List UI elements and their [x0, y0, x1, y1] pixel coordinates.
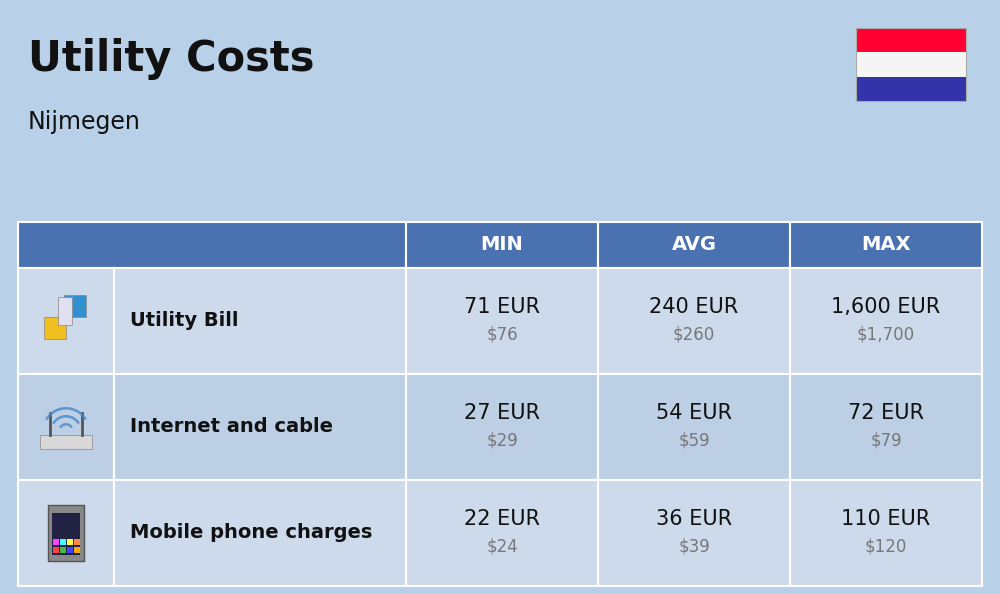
- Text: 22 EUR: 22 EUR: [464, 509, 540, 529]
- Text: $29: $29: [486, 432, 518, 450]
- Text: MAX: MAX: [861, 235, 911, 254]
- Bar: [114, 480, 406, 586]
- Text: MIN: MIN: [481, 235, 523, 254]
- Wedge shape: [45, 407, 87, 420]
- Bar: [598, 480, 790, 586]
- Text: 1,600 EUR: 1,600 EUR: [831, 297, 941, 317]
- Text: Utility Costs: Utility Costs: [28, 38, 314, 80]
- Text: $24: $24: [486, 538, 518, 556]
- Bar: [856, 28, 966, 52]
- Bar: [48, 505, 84, 561]
- Bar: [53, 547, 59, 553]
- Text: 110 EUR: 110 EUR: [841, 509, 931, 529]
- Text: 54 EUR: 54 EUR: [656, 403, 732, 423]
- Bar: [18, 268, 114, 374]
- Text: AVG: AVG: [672, 235, 716, 254]
- Bar: [790, 268, 982, 374]
- Bar: [40, 435, 92, 449]
- Bar: [58, 297, 72, 325]
- Text: 27 EUR: 27 EUR: [464, 403, 540, 423]
- Text: 71 EUR: 71 EUR: [464, 297, 540, 317]
- Text: Mobile phone charges: Mobile phone charges: [130, 523, 372, 542]
- Bar: [856, 52, 966, 77]
- Text: $76: $76: [486, 326, 518, 344]
- Bar: [60, 547, 66, 553]
- Text: 72 EUR: 72 EUR: [848, 403, 924, 423]
- Wedge shape: [59, 423, 73, 428]
- Bar: [406, 268, 598, 374]
- Bar: [18, 374, 114, 480]
- Bar: [790, 374, 982, 480]
- Bar: [74, 539, 80, 545]
- Bar: [67, 547, 73, 553]
- Bar: [114, 374, 406, 480]
- Bar: [53, 539, 59, 545]
- Bar: [598, 268, 790, 374]
- Text: $120: $120: [865, 538, 907, 556]
- Text: $79: $79: [870, 432, 902, 450]
- Text: Internet and cable: Internet and cable: [130, 418, 333, 437]
- Text: 36 EUR: 36 EUR: [656, 509, 732, 529]
- Bar: [114, 268, 406, 374]
- Bar: [598, 374, 790, 480]
- Bar: [790, 222, 982, 268]
- Bar: [44, 317, 66, 339]
- Bar: [18, 222, 406, 268]
- Bar: [598, 222, 790, 268]
- Text: Nijmegen: Nijmegen: [28, 110, 141, 134]
- Bar: [790, 480, 982, 586]
- Text: $1,700: $1,700: [857, 326, 915, 344]
- Bar: [67, 539, 73, 545]
- Bar: [406, 480, 598, 586]
- Bar: [406, 222, 598, 268]
- Bar: [856, 28, 966, 101]
- Bar: [406, 374, 598, 480]
- Bar: [856, 77, 966, 101]
- Text: Utility Bill: Utility Bill: [130, 311, 239, 330]
- Bar: [60, 539, 66, 545]
- Text: $59: $59: [678, 432, 710, 450]
- Text: 240 EUR: 240 EUR: [649, 297, 739, 317]
- Bar: [74, 547, 80, 553]
- Bar: [52, 513, 80, 555]
- Bar: [18, 480, 114, 586]
- Text: $260: $260: [673, 326, 715, 344]
- Wedge shape: [52, 415, 80, 424]
- Bar: [64, 295, 86, 317]
- Text: $39: $39: [678, 538, 710, 556]
